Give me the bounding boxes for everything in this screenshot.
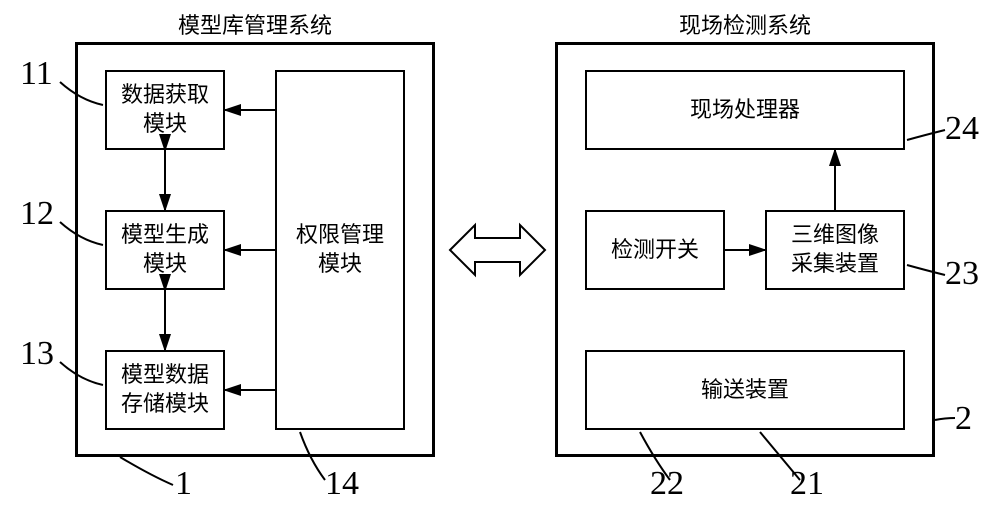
- num-22: 22: [650, 465, 684, 503]
- num-13: 13: [20, 335, 54, 373]
- num-24: 24: [945, 110, 979, 148]
- box-field-proc: 现场处理器: [585, 70, 905, 150]
- num-1: 1: [175, 465, 192, 503]
- left-panel-title: 模型库管理系统: [75, 8, 435, 40]
- box-data-acquire: 数据获取 模块: [105, 70, 225, 150]
- box-conveyor: 输送装置: [585, 350, 905, 430]
- right-panel-title: 现场检测系统: [555, 8, 935, 40]
- box-detect-switch: 检测开关: [585, 210, 725, 290]
- num-21: 21: [790, 465, 824, 503]
- num-2: 2: [955, 400, 972, 438]
- num-23: 23: [945, 255, 979, 293]
- num-11: 11: [20, 55, 53, 93]
- box-model-store: 模型数据 存储模块: [105, 350, 225, 430]
- num-12: 12: [20, 195, 54, 233]
- box-3d-image: 三维图像 采集装置: [765, 210, 905, 290]
- num-14: 14: [325, 465, 359, 503]
- box-model-gen: 模型生成 模块: [105, 210, 225, 290]
- box-perm-mgmt: 权限管理 模块: [275, 70, 405, 430]
